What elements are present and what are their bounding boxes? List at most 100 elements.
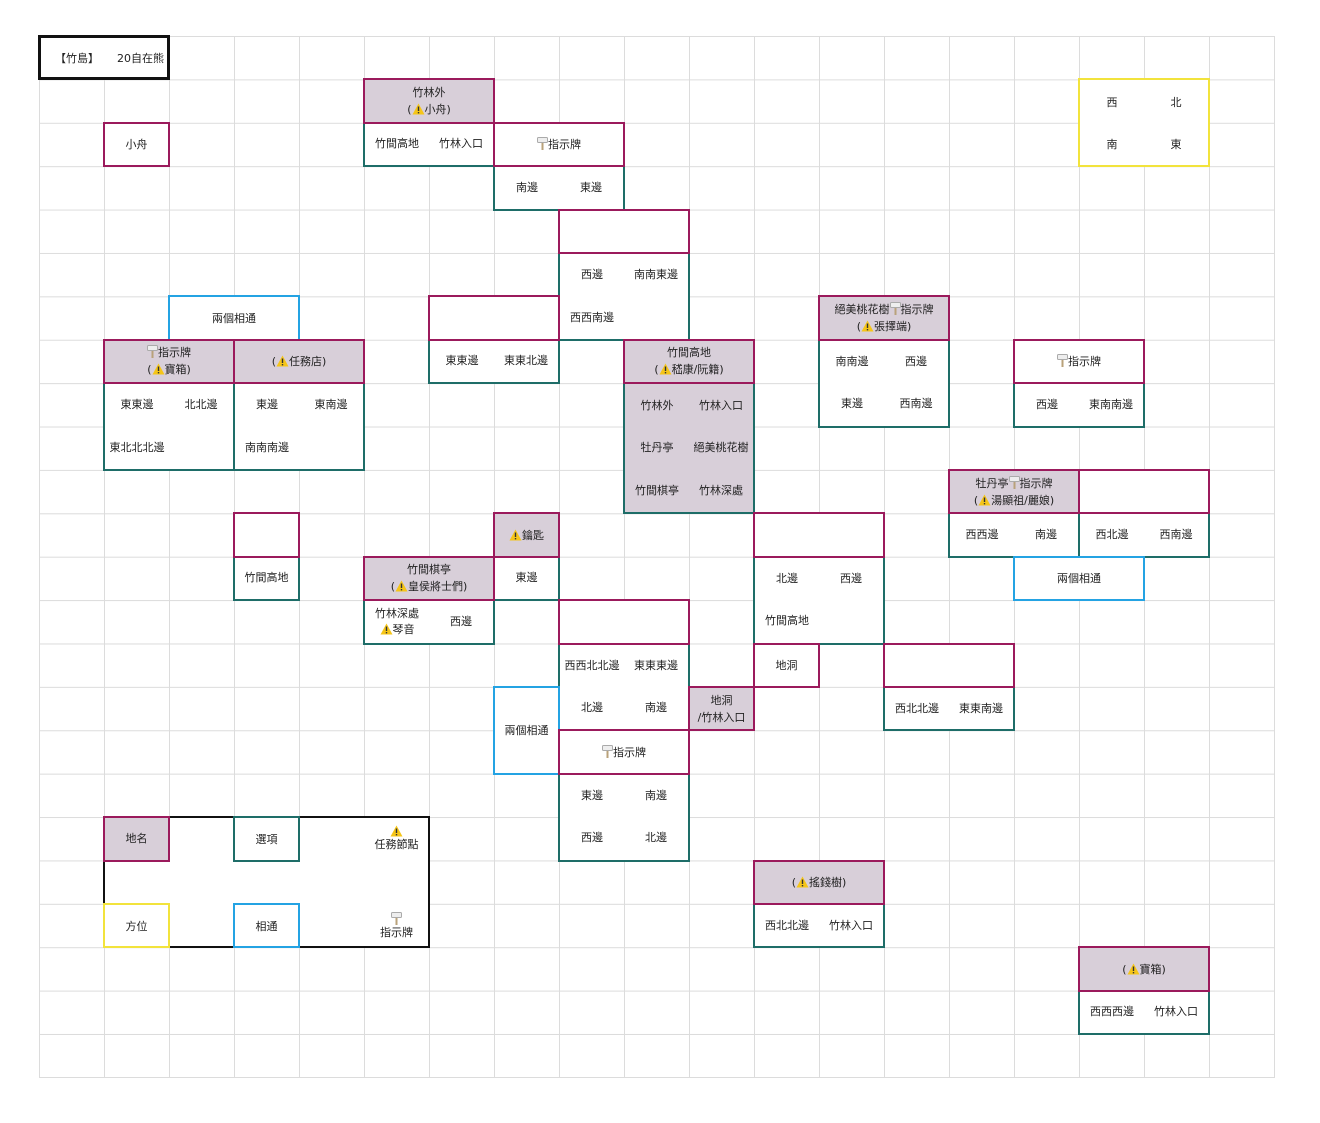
option-cell[interactable]: 東邊: [495, 558, 558, 599]
option-cell[interactable]: 東邊: [820, 383, 884, 425]
option-cell[interactable]: 東邊: [560, 775, 624, 817]
option-cell[interactable]: 西北邊: [1080, 514, 1144, 555]
option-cell[interactable]: 東東東邊: [624, 645, 688, 687]
option-label: 東邊: [581, 788, 603, 802]
option-cell[interactable]: 竹林深處: [689, 470, 753, 513]
option-cell[interactable]: 南南邊: [820, 341, 884, 383]
connected-box[interactable]: 兩個相通: [168, 295, 300, 341]
option-cell[interactable]: 東東邊: [105, 384, 169, 426]
location-node[interactable]: 絕美桃花樹指示牌張擇端: [818, 295, 950, 341]
location-name-line: 指示牌: [1057, 353, 1101, 370]
warning-icon: [276, 355, 289, 367]
option-cell[interactable]: 竹林入口: [689, 384, 753, 427]
option-label: 西邊: [450, 614, 472, 628]
option-cell[interactable]: 牡丹亭: [625, 427, 689, 470]
signpost-icon: [1008, 475, 1020, 489]
location-node[interactable]: 竹間棋亭皇侯將士們: [363, 555, 495, 602]
location-node[interactable]: [753, 512, 885, 558]
location-node[interactable]: 地洞 /竹林入口: [688, 686, 755, 732]
option-cell[interactable]: 竹林外: [625, 384, 689, 427]
option-cell[interactable]: 竹間高地: [365, 124, 429, 165]
location-node[interactable]: 鑰匙: [493, 512, 560, 558]
location-node[interactable]: 搖錢樹: [753, 859, 885, 905]
option-cell[interactable]: 東東邊: [430, 341, 494, 382]
option-cell[interactable]: 西西北北邊: [560, 645, 624, 687]
option-cell[interactable]: 東邊: [235, 384, 299, 426]
location-node[interactable]: 小舟: [103, 121, 170, 168]
option-cell[interactable]: 東北北北邊: [105, 427, 169, 469]
options-box: 竹林深處 琴音 西邊: [363, 599, 495, 645]
option-cell[interactable]: 竹間高地: [235, 558, 298, 599]
option-cell[interactable]: 西南邊: [884, 383, 948, 425]
warning-icon: [1127, 963, 1139, 975]
option-cell[interactable]: 西邊: [1015, 384, 1079, 425]
option-label: 竹林入口: [699, 398, 743, 412]
location-node[interactable]: 任務店: [233, 338, 365, 385]
option-cell[interactable]: 西北北邊: [755, 905, 819, 946]
option-cell[interactable]: 竹林入口: [429, 124, 493, 165]
location-node[interactable]: 指示牌: [493, 121, 625, 168]
option-cell[interactable]: 南南南邊: [235, 427, 299, 469]
location-node[interactable]: 寶箱: [1078, 946, 1210, 992]
location-name-line: 地洞 /竹林入口: [698, 692, 746, 726]
options-box: 竹間高地 竹林入口: [363, 121, 495, 168]
location-name-line: 指示牌: [147, 344, 191, 361]
option-label: 南邊: [516, 180, 538, 194]
option-cell[interactable]: 東東北邊: [494, 341, 558, 382]
option-cell[interactable]: 絕美桃花樹: [689, 427, 753, 470]
location-node[interactable]: [233, 512, 300, 558]
connected-box[interactable]: 兩個相通: [493, 686, 560, 775]
option-cell[interactable]: 西邊: [884, 341, 948, 383]
option-cell[interactable]: 西邊: [429, 601, 493, 642]
location-node[interactable]: 指示牌: [558, 729, 690, 775]
connected-box[interactable]: 兩個相通: [1013, 555, 1145, 602]
location-node[interactable]: [1078, 469, 1210, 515]
option-cell: [169, 427, 233, 469]
option-label: 竹間棋亭: [635, 484, 679, 497]
option-cell[interactable]: 北北邊: [169, 384, 233, 426]
location-node[interactable]: [558, 599, 690, 645]
location-node[interactable]: 指示牌寶箱: [103, 338, 235, 385]
option-cell[interactable]: 南邊: [624, 687, 688, 729]
option-cell[interactable]: 南邊: [495, 167, 559, 208]
option-cell[interactable]: 東邊: [559, 167, 623, 208]
location-node[interactable]: 地洞: [753, 642, 820, 688]
option-cell[interactable]: 西西南邊: [560, 296, 624, 338]
signpost-icon: [602, 744, 613, 758]
option-label: 南南東邊: [634, 268, 678, 282]
option-cell[interactable]: 東東南邊: [949, 688, 1013, 729]
location-node[interactable]: [558, 208, 690, 254]
location-node[interactable]: [428, 295, 560, 341]
option-cell[interactable]: 西邊: [560, 254, 624, 296]
option-cell[interactable]: 竹林深處 琴音: [365, 601, 429, 642]
option-label: 東南邊: [314, 398, 348, 412]
option-cell[interactable]: 北邊: [755, 558, 819, 600]
option-cell[interactable]: 西西西邊: [1080, 992, 1144, 1033]
location-node[interactable]: 竹間高地嵇康/阮籍: [623, 338, 755, 385]
option-cell[interactable]: 北邊: [624, 817, 688, 859]
option-cell[interactable]: 竹間高地: [755, 600, 819, 642]
option-cell[interactable]: 東南南邊: [1079, 384, 1143, 425]
location-name-line: 竹林外: [413, 84, 446, 101]
option-cell[interactable]: 竹林入口: [1144, 992, 1208, 1033]
location-node[interactable]: [883, 642, 1015, 688]
option-cell[interactable]: 南南東邊: [624, 254, 688, 296]
option-cell[interactable]: 西南邊: [1144, 514, 1208, 555]
options-box: 竹林外 竹林入口牡丹亭 絕美桃花樹竹間棋亭 竹林深處: [623, 382, 755, 515]
location-node[interactable]: 指示牌: [1013, 338, 1145, 385]
option-cell[interactable]: 竹間棋亭: [625, 470, 689, 513]
option-cell[interactable]: 西西邊: [950, 514, 1014, 555]
option-cell[interactable]: 西邊: [819, 558, 883, 600]
option-cell[interactable]: 西北北邊: [885, 688, 949, 729]
option-cell[interactable]: 南邊: [624, 775, 688, 817]
location-name-line: 地洞: [776, 657, 798, 674]
option-cell[interactable]: 東南邊: [299, 384, 363, 426]
option-label: 北邊: [776, 571, 798, 585]
location-node[interactable]: 竹林外小舟: [363, 78, 495, 124]
option-cell[interactable]: 南邊: [1014, 514, 1078, 555]
quest-line: 小舟: [407, 101, 451, 118]
option-cell[interactable]: 西邊: [560, 817, 624, 859]
option-cell[interactable]: 北邊: [560, 687, 624, 729]
location-node[interactable]: 牡丹亭指示牌湯顯祖/麗娘: [948, 469, 1080, 515]
option-cell[interactable]: 竹林入口: [819, 905, 883, 946]
